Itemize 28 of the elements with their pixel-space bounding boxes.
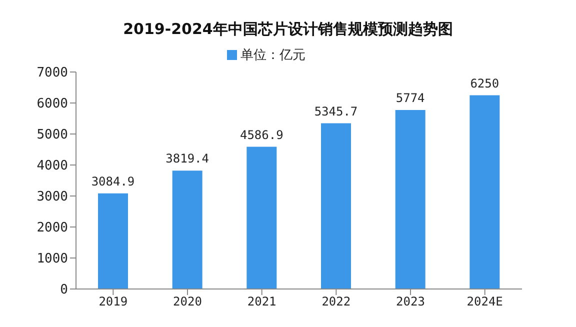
bar bbox=[98, 193, 128, 289]
bar bbox=[172, 170, 202, 289]
y-tick-label: 1000 bbox=[36, 252, 68, 267]
y-tick-label: 2000 bbox=[36, 220, 68, 236]
y-tick-label: 3000 bbox=[36, 190, 68, 205]
y-tick-label: 6000 bbox=[36, 96, 68, 112]
x-tick-label: 2020 bbox=[173, 294, 202, 309]
bar bbox=[321, 123, 351, 289]
x-tick-label: 2023 bbox=[396, 294, 425, 309]
x-tick-label: 2021 bbox=[247, 294, 276, 309]
legend-label: 单位：亿元 bbox=[240, 48, 306, 63]
chart-title: 2019-2024年中国芯片设计销售规模预测趋势图 bbox=[122, 19, 454, 40]
y-tick-label: 5000 bbox=[36, 128, 68, 143]
y-tick-label: 0 bbox=[60, 282, 68, 298]
data-label: 3084.9 bbox=[91, 174, 135, 188]
x-tick-label: 2019 bbox=[98, 294, 128, 309]
x-tick-label: 2022 bbox=[322, 294, 351, 309]
y-tick-label: 4000 bbox=[36, 158, 68, 174]
y-tick-label: 7000 bbox=[36, 66, 68, 81]
data-label: 6250 bbox=[470, 76, 500, 90]
bar bbox=[470, 95, 500, 289]
data-label: 5345.7 bbox=[314, 104, 358, 118]
data-label: 5774 bbox=[396, 91, 425, 106]
data-label: 4586.9 bbox=[240, 128, 284, 142]
bar bbox=[246, 146, 277, 289]
data-label: 3819.4 bbox=[166, 152, 210, 166]
x-tick-label: 2024E bbox=[466, 294, 503, 309]
bar bbox=[395, 110, 426, 289]
